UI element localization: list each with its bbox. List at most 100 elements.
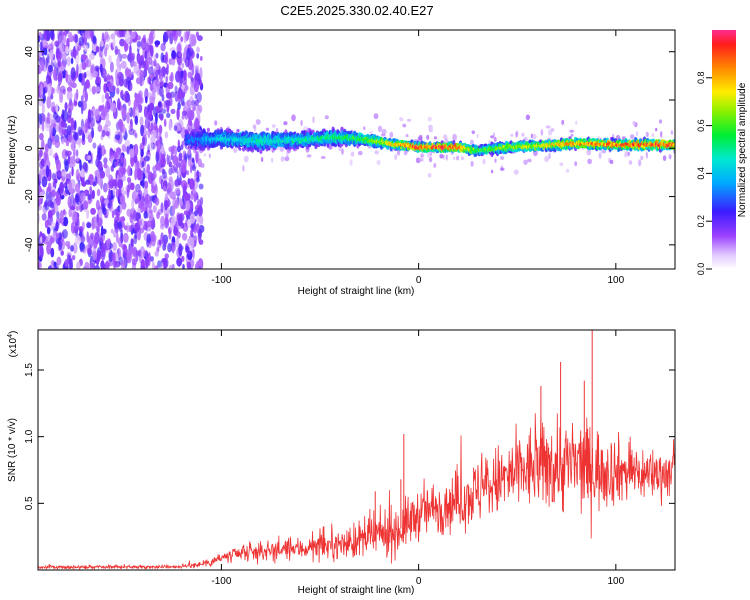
- spectrogram-cell: [103, 243, 106, 251]
- spectrogram-cell: [320, 156, 326, 159]
- spectrogram-cell: [71, 166, 74, 177]
- spectrogram-cell: [79, 201, 83, 213]
- spectrogram-cell: [381, 128, 387, 135]
- spectrogram-cell: [96, 249, 102, 261]
- spectrogram-cell: [162, 243, 167, 251]
- spectrogram-cell: [65, 74, 72, 85]
- spectrogram-cell: [49, 124, 53, 137]
- spectrogram-cell: [95, 86, 101, 93]
- spectrogram-cell: [112, 251, 116, 264]
- spectrogram-cell: [39, 41, 43, 50]
- spectrogram-cell: [47, 83, 53, 92]
- spectrogram-cell: [157, 101, 162, 108]
- spectrogram-cell: [194, 80, 199, 93]
- spectrogram-cell: [85, 179, 91, 185]
- spectrogram-cell: [146, 233, 152, 244]
- spectrogram-cell: [102, 228, 107, 235]
- spectrogram-cell: [115, 69, 119, 82]
- spectrogram-cell: [559, 162, 564, 166]
- spectrogram-cell: [48, 64, 53, 73]
- spectrogram-cell: [95, 45, 100, 53]
- spectrogram-cell: [132, 106, 136, 119]
- spectrogram-cell: [168, 176, 173, 183]
- spectrogram-cell: [101, 94, 105, 104]
- spectrogram-cell: [143, 155, 150, 162]
- spectrogram-cell: [139, 116, 144, 127]
- spectrogram-cell: [174, 179, 180, 188]
- spectrogram-cell: [131, 258, 137, 266]
- spectrogram-cell: [38, 35, 41, 43]
- spectrogram-cell: [180, 36, 184, 43]
- spectrogram-cell: [96, 217, 103, 227]
- spectrogram-cell: [140, 124, 145, 137]
- spectrogram-cell: [197, 110, 201, 117]
- spectrogram-cell: [260, 157, 264, 162]
- spectrogram-cell: [119, 123, 125, 134]
- spectrogram-cell: [155, 77, 160, 87]
- spectrogram-cell: [98, 208, 103, 218]
- spectrogram-cell: [78, 73, 83, 83]
- spectrogram-cell: [86, 231, 89, 243]
- spectrogram-cell: [159, 86, 164, 97]
- spectrogram-cell: [49, 201, 55, 209]
- spectrogram-cell: [186, 48, 191, 61]
- spectrogram-cell: [106, 238, 111, 250]
- spectrogram-cell: [160, 262, 165, 269]
- spectrogram-cell: [164, 253, 169, 259]
- spectrogram-cell: [185, 193, 191, 201]
- spectrogram-cell: [47, 233, 51, 242]
- spectrogram-cell: [158, 79, 165, 87]
- spectrogram-cell: [40, 158, 45, 167]
- spectrogram-cell: [71, 255, 76, 261]
- spectrogram-cell: [284, 156, 290, 162]
- spectrogram-cell: [39, 84, 44, 98]
- spectrogram-cell: [188, 96, 195, 109]
- spectrogram-cell: [121, 144, 126, 152]
- spectrogram-cell: [198, 215, 204, 225]
- spectrogram-cell: [280, 156, 285, 162]
- spectrogram-cell: [91, 127, 94, 139]
- spectrogram-cell: [406, 118, 412, 122]
- spectrogram-cell: [601, 150, 607, 154]
- spectrogram-cell: [112, 242, 117, 252]
- spectrogram-cell: [75, 205, 80, 211]
- spectrogram-cell: [148, 57, 153, 66]
- spectrogram-cell: [83, 72, 87, 79]
- spectrogram-cell: [635, 131, 639, 137]
- spectrogram-cell: [174, 199, 180, 209]
- spectrogram-cell: [59, 181, 64, 193]
- spectrogram-cell: [144, 180, 149, 189]
- spectrogram-cell: [40, 245, 44, 259]
- spectrogram-cell: [145, 42, 150, 54]
- spectrogram-cell: [136, 35, 141, 41]
- spectrogram-cell: [76, 261, 81, 269]
- spectrogram-cell: [100, 40, 104, 47]
- spectrogram-cell: [199, 67, 203, 80]
- spectrogram-cell: [426, 134, 430, 140]
- spectrogram-cell: [183, 31, 188, 44]
- spectrogram-cell: [129, 148, 134, 157]
- spectrogram-cell: [46, 30, 51, 42]
- spectrogram-cell: [195, 31, 199, 38]
- spectrogram-cell: [79, 63, 82, 74]
- spectrogram-cell: [38, 261, 42, 269]
- spectrogram-cell: [150, 129, 157, 138]
- spectrogram-cell: [191, 122, 194, 130]
- spectrogram-cell: [117, 71, 123, 81]
- spectrogram-cell: [70, 155, 76, 165]
- spectrogram-cell: [90, 65, 94, 74]
- spectrogram-cell: [233, 147, 238, 153]
- spectrogram-cell: [156, 139, 161, 153]
- spectrogram-cell: [103, 31, 109, 40]
- spectrogram-cell: [107, 196, 112, 209]
- spectrogram-cell: [40, 236, 43, 244]
- spectrogram-cell: [82, 200, 89, 210]
- spectrogram-cell: [126, 208, 132, 217]
- spectrogram-cell: [147, 104, 150, 113]
- spectrogram-cell: [129, 245, 134, 255]
- spectrogram-cell: [177, 213, 183, 227]
- spectrogram-cell: [95, 157, 100, 168]
- spectrogram-cell: [145, 96, 148, 104]
- spectrogram-cell: [186, 170, 190, 176]
- spectrogram-cell: [159, 114, 164, 121]
